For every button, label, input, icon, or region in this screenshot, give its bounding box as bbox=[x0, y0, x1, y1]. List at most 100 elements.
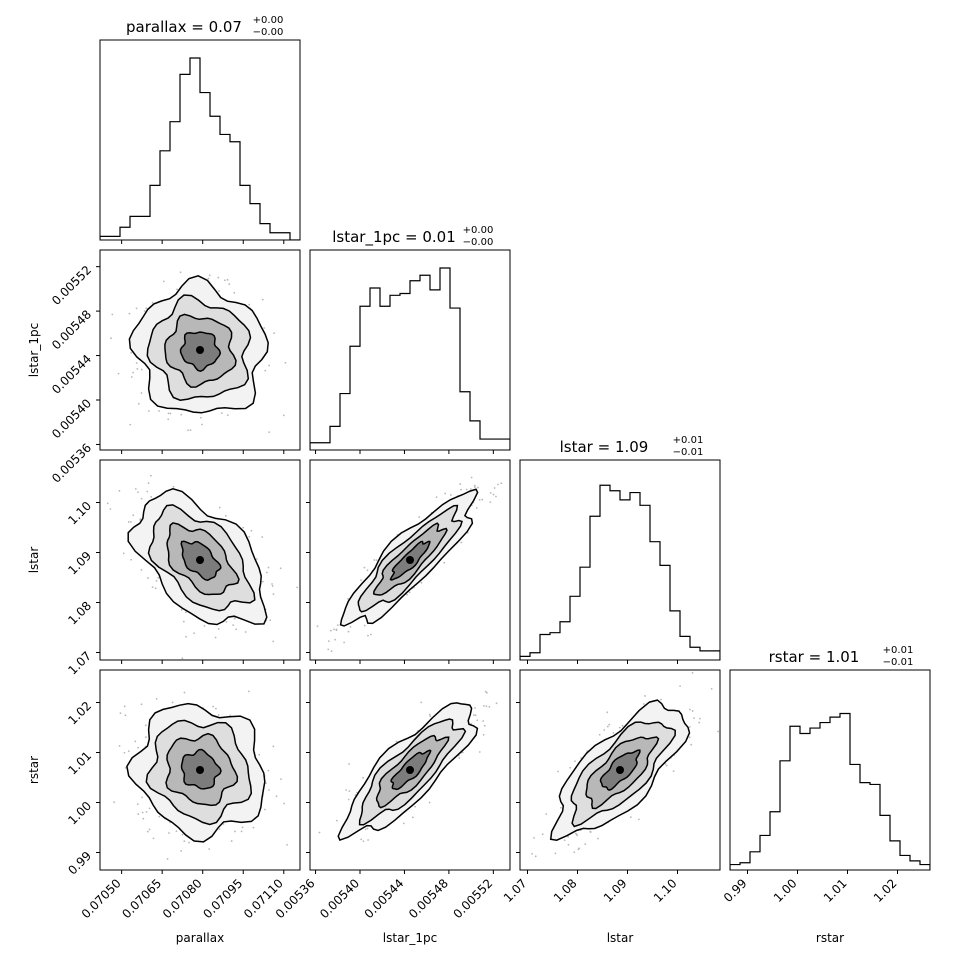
sample-point bbox=[476, 486, 479, 489]
y-tick-label: 1.07 bbox=[65, 649, 94, 678]
sample-point bbox=[271, 583, 273, 585]
sample-point bbox=[111, 313, 114, 316]
sample-point bbox=[589, 830, 592, 833]
sample-point bbox=[226, 414, 229, 417]
density-peak bbox=[406, 766, 414, 774]
sample-point bbox=[97, 805, 99, 807]
sample-point bbox=[435, 496, 438, 498]
sample-point bbox=[137, 813, 140, 815]
sample-point bbox=[232, 624, 235, 627]
sample-point bbox=[279, 567, 282, 570]
sample-point bbox=[217, 714, 220, 716]
sample-point bbox=[147, 410, 150, 412]
sample-point bbox=[268, 789, 270, 791]
sample-point bbox=[660, 698, 662, 701]
sample-point bbox=[347, 598, 349, 600]
sample-point bbox=[144, 724, 147, 727]
title-upper-error: +0.01 bbox=[883, 645, 914, 656]
sample-point bbox=[373, 559, 376, 561]
sample-point bbox=[140, 497, 143, 500]
sample-point bbox=[322, 661, 324, 663]
sample-point bbox=[147, 482, 150, 484]
sample-point bbox=[482, 720, 485, 722]
sample-point bbox=[155, 579, 158, 582]
sample-point bbox=[364, 828, 367, 831]
histogram-panel-lstar: lstar = 1.09 +0.01−0.01 bbox=[519, 435, 721, 664]
sample-point bbox=[474, 486, 476, 489]
x-tick-label: 0.00548 bbox=[406, 876, 451, 921]
sample-point bbox=[233, 291, 236, 294]
density-peak bbox=[616, 766, 624, 774]
sample-point bbox=[428, 801, 431, 804]
sample-point bbox=[261, 298, 264, 301]
sample-point bbox=[484, 690, 487, 693]
sample-point bbox=[215, 707, 217, 710]
sample-point bbox=[296, 586, 299, 589]
sample-point bbox=[106, 502, 109, 505]
sample-point bbox=[460, 488, 462, 491]
sample-point bbox=[574, 760, 576, 763]
sample-point bbox=[200, 416, 202, 419]
sample-point bbox=[362, 840, 365, 843]
sample-point bbox=[495, 702, 498, 705]
sample-point bbox=[140, 392, 143, 394]
histogram-panel-parallax: parallax = 0.07 +0.00−0.00 bbox=[99, 15, 301, 244]
y-tick-label: 1.02 bbox=[65, 699, 94, 728]
sample-point bbox=[493, 487, 496, 489]
y-axis-label-lstar: lstar bbox=[27, 547, 41, 574]
y-axis-label-lstar_1pc: lstar_1pc bbox=[27, 323, 41, 377]
panel-frame bbox=[519, 459, 721, 661]
sample-point bbox=[132, 514, 135, 517]
sample-point bbox=[481, 498, 484, 501]
sample-point bbox=[269, 619, 272, 622]
panel-frame bbox=[309, 459, 511, 661]
sample-point bbox=[497, 483, 499, 486]
sample-point bbox=[152, 837, 155, 840]
sample-point bbox=[240, 830, 243, 833]
sample-point bbox=[151, 301, 154, 304]
sample-point bbox=[181, 833, 184, 836]
sample-point bbox=[214, 636, 217, 639]
x-tick-label: 1.00 bbox=[771, 876, 800, 905]
sample-point bbox=[444, 492, 447, 495]
x-axis-label-rstar: rstar bbox=[816, 931, 844, 945]
sample-point bbox=[127, 521, 130, 523]
sample-point bbox=[567, 836, 570, 838]
y-tick-label: 1.08 bbox=[65, 599, 94, 628]
sample-point bbox=[557, 770, 559, 773]
sample-point bbox=[141, 796, 144, 799]
sample-point bbox=[119, 712, 122, 715]
density-layer bbox=[316, 476, 503, 663]
sample-point bbox=[283, 802, 286, 805]
sample-point bbox=[130, 558, 133, 561]
panel-frame bbox=[99, 39, 301, 241]
x-tick-label: 0.00552 bbox=[450, 876, 495, 921]
x-tick-label: 0.07095 bbox=[200, 876, 245, 921]
sample-point bbox=[643, 703, 645, 705]
sample-point bbox=[92, 308, 94, 310]
sample-point bbox=[336, 624, 339, 627]
sample-point bbox=[223, 279, 226, 282]
scatter-panel-lstar_1pc-vs-rstar: 0.00536 0.00540 0.00544 0.00548 0.00552 bbox=[273, 669, 511, 921]
sample-point bbox=[429, 715, 432, 718]
sample-point bbox=[268, 364, 271, 367]
sample-point bbox=[137, 491, 139, 494]
density-layer bbox=[97, 690, 288, 860]
sample-point bbox=[261, 580, 264, 583]
sample-point bbox=[266, 571, 268, 574]
sample-point bbox=[263, 808, 266, 811]
sample-point bbox=[334, 638, 337, 641]
sample-point bbox=[420, 701, 423, 704]
sample-point bbox=[272, 640, 275, 643]
panel-frame bbox=[99, 459, 301, 661]
sample-point bbox=[347, 630, 350, 633]
sample-point bbox=[224, 514, 227, 517]
sample-point bbox=[470, 476, 473, 479]
sample-point bbox=[411, 816, 414, 819]
sample-point bbox=[135, 307, 138, 310]
x-tick-label: 0.07065 bbox=[119, 876, 164, 921]
sample-point bbox=[459, 483, 462, 485]
sample-point bbox=[171, 701, 174, 704]
sample-point bbox=[688, 726, 691, 728]
sample-point bbox=[166, 858, 169, 860]
